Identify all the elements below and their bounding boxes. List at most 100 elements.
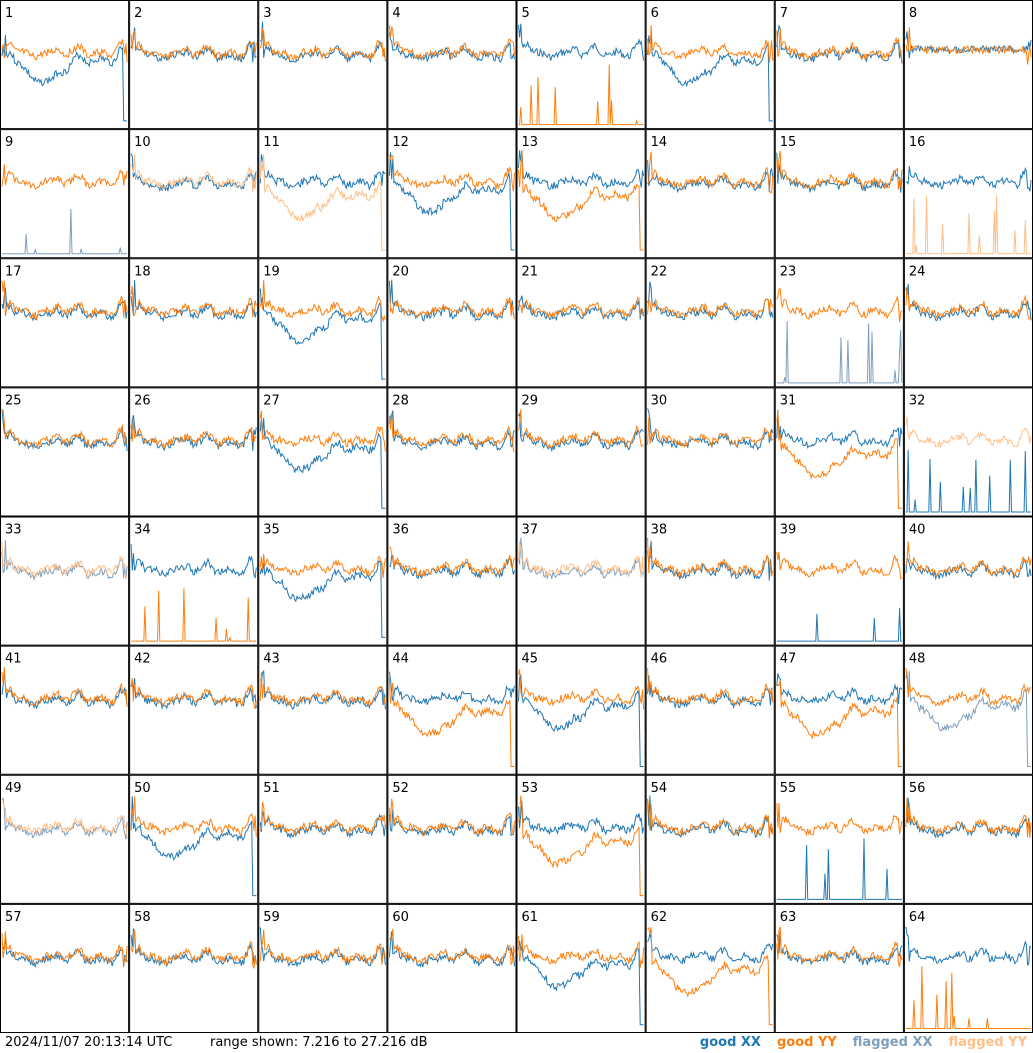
yy-trace (131, 588, 257, 642)
xx-trace (518, 295, 645, 322)
panel-border (258, 516, 388, 646)
yy-trace (647, 151, 774, 194)
panel-label: 32 (909, 393, 926, 408)
yy-trace (130, 154, 257, 193)
xx-trace (776, 673, 903, 706)
panel-border (774, 129, 904, 259)
panel-label: 39 (780, 523, 797, 538)
panel-label: 25 (5, 393, 22, 408)
panel-label: 3 (263, 6, 271, 21)
yy-trace (518, 152, 644, 251)
xx-trace (388, 410, 515, 451)
panel-label: 14 (651, 135, 668, 150)
yy-trace (130, 930, 257, 969)
xx-trace (647, 160, 774, 194)
panel-border (387, 387, 517, 517)
yy-trace (1, 164, 128, 190)
panel-label: 42 (134, 652, 151, 667)
yy-trace (647, 537, 774, 578)
yy-trace (518, 669, 645, 710)
xx-trace (776, 607, 902, 642)
xx-trace (388, 32, 515, 63)
panel-border (903, 0, 1033, 130)
panel-label: 16 (909, 135, 926, 150)
xx-trace (130, 280, 257, 323)
yy-trace (389, 546, 515, 578)
panel-label: 61 (522, 910, 539, 925)
panel-label: 1 (5, 6, 13, 21)
panel-label: 34 (134, 523, 151, 538)
panel-label: 5 (522, 6, 530, 21)
xx-trace (1, 409, 128, 451)
panel-label: 36 (392, 523, 409, 538)
yy-trace (259, 153, 386, 251)
panel-label: 12 (392, 135, 409, 150)
xx-trace (518, 800, 645, 836)
yy-trace (647, 668, 774, 706)
yy-trace (905, 416, 1032, 448)
xx-trace (776, 321, 903, 384)
panel-label: 45 (522, 652, 539, 667)
xx-trace (388, 152, 515, 251)
panel-border (258, 645, 388, 775)
yy-trace (647, 417, 774, 448)
panel-label: 55 (780, 781, 797, 796)
panel-border (129, 258, 259, 388)
xx-trace (518, 150, 645, 191)
panel-label: 23 (780, 264, 797, 279)
panel-border (516, 903, 646, 1033)
panel-border (387, 0, 517, 130)
xx-trace (776, 152, 903, 193)
footer: 2024/11/07 20:13:14 UTC range shown: 7.2… (0, 1033, 1033, 1053)
panel-label: 15 (780, 135, 797, 150)
panel-label: 60 (392, 910, 409, 925)
xx-trace (647, 933, 774, 965)
legend: good XX good YY flagged XX flagged YY (700, 1033, 1027, 1053)
panel-border (516, 129, 646, 259)
panel-border (645, 516, 775, 646)
panel-border (129, 645, 259, 775)
yy-trace (388, 798, 515, 837)
panel-border (516, 258, 646, 388)
yy-trace (388, 677, 515, 767)
range-label: range shown: 7.216 to 27.216 dB (210, 1035, 428, 1050)
yy-trace (776, 551, 903, 580)
panel-border (774, 387, 904, 517)
xx-trace (130, 927, 257, 968)
legend-good-xx: good XX (699, 1035, 761, 1050)
panel-label: 22 (651, 264, 668, 279)
yy-trace (388, 412, 515, 452)
panel-label: 54 (651, 781, 668, 796)
panel-label: 47 (780, 652, 797, 667)
panel-label: 49 (5, 781, 22, 796)
xx-trace (259, 154, 386, 191)
xx-trace (905, 283, 1032, 322)
xx-trace (1, 797, 128, 840)
yy-trace (905, 27, 1032, 65)
yy-trace (776, 287, 903, 323)
yy-trace (905, 541, 1032, 578)
xx-trace (776, 838, 902, 900)
panel-label: 48 (909, 652, 926, 667)
panel-border (645, 129, 775, 259)
panel-label: 30 (651, 393, 668, 408)
yy-trace (1, 931, 128, 966)
panel-label: 64 (909, 910, 926, 925)
panel-label: 2 (134, 6, 142, 21)
yy-trace (259, 672, 386, 707)
yy-trace (647, 798, 774, 839)
xx-trace (518, 940, 644, 1026)
yy-trace (518, 64, 644, 126)
xx-trace (130, 544, 257, 579)
panel-label: 31 (780, 393, 797, 408)
panel-label: 8 (909, 6, 917, 21)
yy-trace (130, 30, 257, 62)
yy-trace (905, 668, 1032, 707)
xx-trace (259, 670, 386, 710)
panel-label: 33 (5, 523, 22, 538)
yy-trace (518, 795, 644, 897)
xx-trace (518, 412, 644, 453)
yy-trace (1, 280, 128, 321)
panel-label: 58 (134, 910, 151, 925)
panel-label: 41 (5, 652, 22, 667)
